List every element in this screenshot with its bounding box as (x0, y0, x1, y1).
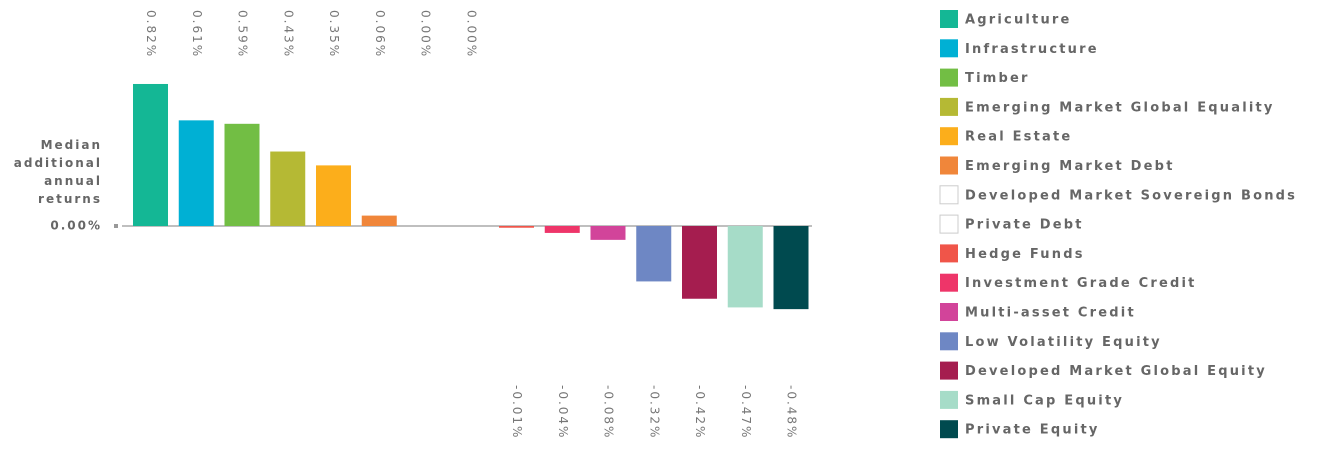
legend-swatch (940, 390, 958, 409)
legend-label: Small Cap Equity (965, 393, 1124, 408)
legend-label: Private Debt (965, 218, 1084, 233)
legend-swatch (939, 185, 959, 205)
value-label: 0.43% (281, 10, 295, 58)
bar (682, 226, 717, 299)
y-axis-label: Median additional annual returns (13, 138, 102, 206)
value-label: 0.06% (373, 10, 387, 58)
value-label: -0.04% (556, 385, 570, 439)
value-label: -0.42% (693, 385, 707, 439)
legend-label: Investment Grade Credit (965, 276, 1197, 291)
legend-label: Multi-asset Credit (965, 306, 1136, 321)
legend-label: Emerging Market Global Equality (965, 100, 1275, 115)
legend-label: Real Estate (965, 130, 1072, 145)
bar (224, 123, 260, 226)
value-label: 0.59% (236, 10, 250, 58)
value-label: 0.35% (327, 10, 341, 58)
legend-label: Low Volatility Equity (965, 335, 1162, 350)
value-label: 0.00% (464, 10, 478, 58)
value-label: -0.48% (785, 385, 799, 439)
legend-swatch (940, 273, 958, 292)
y-tick-label: 0.00% (50, 219, 102, 233)
legend-swatch (940, 420, 958, 439)
value-label: 0.61% (190, 10, 204, 58)
legend-label: Hedge Funds (965, 247, 1085, 262)
value-label: 0.00% (419, 10, 433, 58)
legend-label: Infrastructure (965, 42, 1099, 57)
legend-label: Developed Market Sovereign Bonds (965, 188, 1297, 203)
y-tick-mark (114, 224, 118, 228)
legend-swatch (940, 39, 958, 58)
legend-swatch (940, 244, 958, 263)
legend-label: Timber (965, 71, 1030, 86)
legend-label: Developed Market Global Equity (965, 364, 1267, 379)
legend-swatch (940, 361, 958, 380)
legend-swatch (940, 303, 958, 321)
bar (178, 120, 214, 226)
legend-swatch (940, 127, 958, 146)
bar (773, 226, 809, 310)
legend-swatch (940, 68, 958, 87)
value-label: -0.47% (739, 385, 753, 439)
legend-swatch (940, 97, 958, 116)
value-label: -0.08% (602, 385, 616, 439)
legend-swatch (939, 214, 959, 234)
legend-swatch (940, 10, 958, 28)
legend-label: Private Equity (965, 423, 1100, 438)
bar (727, 226, 763, 308)
bar (270, 151, 306, 226)
bar (544, 226, 580, 233)
bar (499, 226, 534, 228)
legend-label: Agriculture (965, 13, 1072, 28)
legend-swatch (940, 332, 958, 351)
legend-label: Emerging Market Debt (965, 159, 1175, 174)
bar (361, 215, 397, 226)
legend-swatch (940, 156, 958, 175)
bar (636, 226, 672, 282)
bar (590, 226, 626, 240)
bar (316, 165, 351, 226)
value-label: -0.32% (647, 385, 661, 439)
bar (133, 83, 168, 226)
value-label: -0.01% (510, 385, 524, 439)
value-label: 0.82% (144, 10, 158, 58)
